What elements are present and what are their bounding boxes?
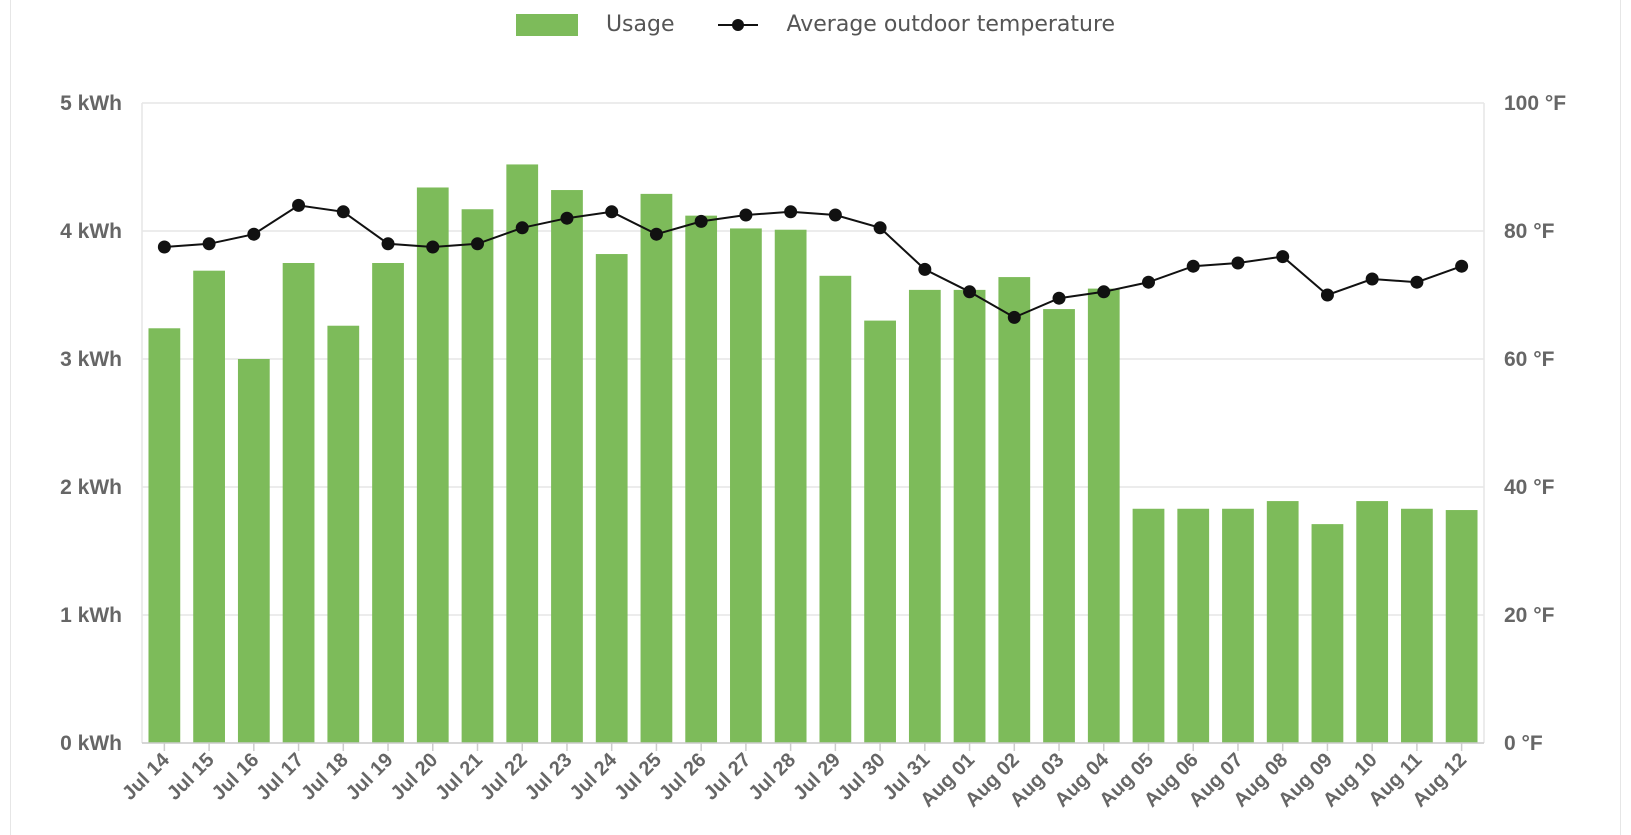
bar (551, 190, 583, 744)
bar (1266, 501, 1299, 743)
bar (730, 228, 762, 743)
bar (1356, 501, 1389, 743)
bar (908, 289, 941, 743)
chart-frame (10, 0, 1621, 835)
temperature-point (1276, 250, 1290, 264)
x-tick-label: Jul 20 (387, 749, 443, 805)
temperature-line (164, 204, 1462, 319)
temperature-point (963, 285, 977, 299)
legend: Usage Average outdoor temperature (0, 12, 1631, 37)
bar (148, 328, 181, 743)
temperature-point (426, 240, 440, 254)
temperature-point (560, 211, 574, 225)
bar (595, 254, 628, 744)
temperature-point (694, 214, 708, 228)
bar (998, 277, 1031, 743)
x-tick-label: Jul 26 (655, 749, 711, 805)
temperature-point (649, 227, 663, 241)
temperature-point (1231, 256, 1245, 270)
bar (1311, 524, 1344, 743)
bar (237, 359, 270, 743)
temperature-point (1007, 310, 1021, 324)
temperature-point (381, 237, 395, 251)
temperature-point (1142, 275, 1155, 289)
bar (1445, 510, 1478, 743)
x-tick-label: Jul 14 (118, 748, 174, 804)
temperature-point (336, 205, 350, 219)
y-right-tick-label: 0 °F (1504, 732, 1543, 755)
temperature-point (157, 240, 171, 254)
bar (1132, 508, 1165, 743)
x-tick-label: Jul 17 (252, 749, 308, 805)
x-tick-label: Jul 15 (163, 749, 219, 805)
bar (864, 320, 896, 743)
bar (461, 209, 494, 744)
x-tick-label: Jul 23 (521, 749, 577, 805)
y-left-tick-label: 4 kWh (60, 220, 122, 243)
y-right-tick-label: 40 °F (1504, 476, 1555, 499)
x-tick-label: Jul 18 (297, 749, 353, 805)
x-tick-label: Jul 29 (789, 749, 845, 805)
y-left-tick-label: 3 kWh (60, 348, 122, 371)
x-tick-label: Jul 25 (610, 749, 666, 805)
temperature-point (918, 262, 932, 276)
temperature-point (739, 208, 753, 222)
bar (774, 229, 807, 744)
temperature-point (515, 221, 529, 235)
temperature-point (1320, 288, 1334, 302)
temperature-point (605, 205, 619, 219)
legend-item-temperature[interactable]: Average outdoor temperature (718, 12, 1115, 37)
bar (1043, 309, 1075, 743)
x-tick-label: Jul 24 (566, 748, 622, 804)
bar (1177, 508, 1210, 743)
x-tick-label: Jul 22 (476, 749, 532, 805)
bar (953, 289, 986, 743)
x-tick-label: Jul 30 (834, 749, 890, 805)
x-tick-label: Jul 19 (342, 749, 398, 805)
temperature-point (202, 237, 216, 251)
bar (506, 164, 539, 743)
temperature-point (1186, 259, 1200, 273)
temperature-point (873, 221, 887, 235)
bar (640, 193, 673, 743)
bar (1222, 508, 1254, 743)
temperature-point (471, 237, 484, 251)
temperature-point (1052, 291, 1066, 305)
x-tick-label: Jul 21 (431, 749, 487, 805)
y-right-tick-label: 20 °F (1504, 604, 1555, 627)
legend-swatch-temperature (718, 18, 759, 32)
bar (416, 187, 449, 744)
bar (372, 263, 404, 743)
temperature-point (292, 198, 306, 212)
legend-item-usage[interactable]: Usage (515, 12, 675, 37)
x-tick-label: Jul 16 (208, 749, 264, 805)
y-right-tick-label: 100 °F (1504, 92, 1566, 115)
temperature-point (1365, 272, 1379, 286)
temperature-point (1455, 259, 1469, 273)
bar (685, 215, 718, 743)
temperature-point (1410, 275, 1424, 289)
legend-label-usage: Usage (605, 12, 675, 37)
x-tick-label: Jul 27 (700, 749, 756, 805)
bar (1087, 288, 1120, 743)
bar (282, 263, 315, 743)
bar (1401, 508, 1433, 743)
temperature-point (828, 208, 842, 222)
y-left-tick-label: 0 kWh (60, 732, 122, 755)
legend-label-temperature: Average outdoor temperature (786, 12, 1116, 37)
x-tick-label: Jul 28 (745, 749, 801, 805)
bar (193, 270, 225, 743)
temperature-point (784, 205, 798, 219)
temperature-point (1097, 285, 1111, 299)
bar (327, 325, 360, 743)
temperature-point (247, 227, 261, 241)
y-left-tick-label: 5 kWh (60, 92, 122, 115)
y-left-tick-label: 1 kWh (60, 604, 122, 627)
legend-swatch-usage (515, 13, 578, 36)
bar (819, 275, 852, 743)
y-right-tick-label: 80 °F (1504, 220, 1555, 243)
y-right-tick-label: 60 °F (1504, 348, 1555, 371)
y-left-tick-label: 2 kWh (60, 476, 122, 499)
